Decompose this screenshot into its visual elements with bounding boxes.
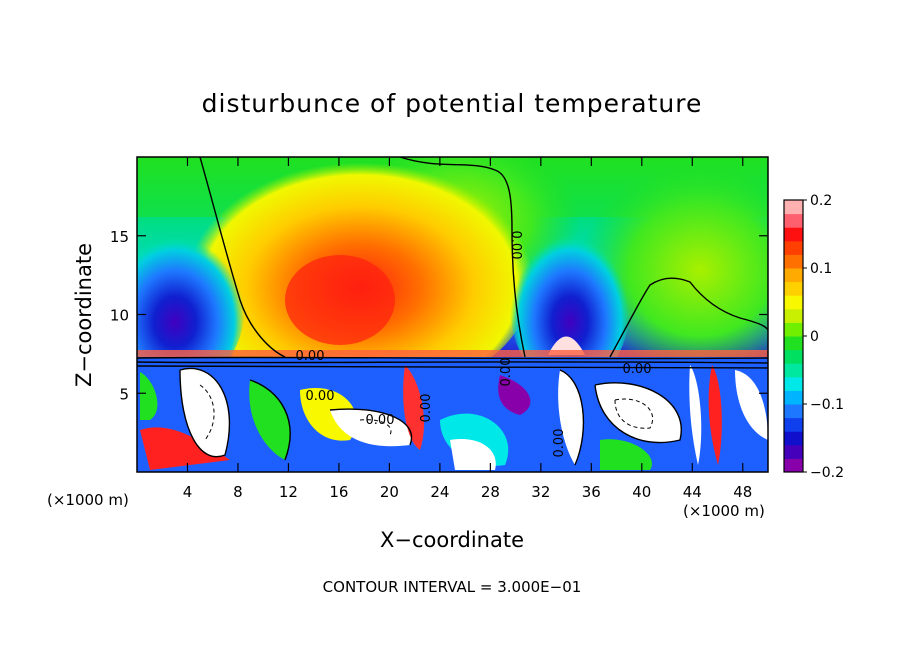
y-tick-label: 5 xyxy=(119,385,129,403)
cold-anomaly-left xyxy=(137,220,245,390)
patch-red-3 xyxy=(708,365,722,465)
y-axis-label: Z−coordinate xyxy=(72,243,96,387)
colorbar-segment xyxy=(784,363,803,378)
zero-contour-left xyxy=(199,157,286,358)
x-tick-label: 12 xyxy=(279,483,298,501)
x-axis: 4 8 12 16 20 24 28 32 36 40 44 48 xyxy=(183,157,752,501)
colorbar-segment xyxy=(784,281,803,296)
colorbar-segment xyxy=(784,227,803,242)
colorbar-segment xyxy=(784,213,803,228)
colorbar-segment xyxy=(784,349,803,364)
colorbar-segment xyxy=(784,240,803,255)
plot-area: 0.00 0.00 0.00 0.00 0.00 0.00 0.00 0.00 xyxy=(137,157,768,472)
patch-green xyxy=(249,380,291,460)
patch-white xyxy=(180,368,230,457)
x-tick-label: 4 xyxy=(183,483,193,501)
lower-contour-2 xyxy=(594,382,682,444)
colorbar-segment xyxy=(784,336,803,351)
colorbar-segment xyxy=(784,444,803,459)
lower-contour-5 xyxy=(559,369,585,466)
patch-white-2 xyxy=(330,409,412,447)
lower-contour-4 xyxy=(329,408,413,446)
colorbar-segment xyxy=(784,200,803,215)
zero-contour-right xyxy=(609,277,768,358)
x-tick-label: 20 xyxy=(380,483,399,501)
contour-dashed-lines xyxy=(199,384,653,441)
patch-white-5 xyxy=(595,382,682,443)
contour-interval-note: CONTOUR INTERVAL = 3.000E−01 xyxy=(323,578,582,596)
colorbar-segment xyxy=(784,390,803,405)
x-axis-label: X−coordinate xyxy=(380,528,524,552)
colorbar-segment xyxy=(784,322,803,337)
patch-white-6 xyxy=(689,365,702,465)
colorbar-segment xyxy=(784,431,803,446)
x-tick-label: 40 xyxy=(632,483,651,501)
x-tick-label: 36 xyxy=(582,483,601,501)
y-axis: 5 10 15 xyxy=(110,228,768,403)
x-tick-label: 16 xyxy=(329,483,348,501)
colorbar-segment xyxy=(784,458,803,473)
lower-contour-1 xyxy=(179,367,231,458)
y-tick-label: 15 xyxy=(110,228,129,246)
x-unit-right: (×1000 m) xyxy=(683,502,765,520)
colorbar-segment xyxy=(784,376,803,391)
contour-label: 0.00 xyxy=(508,231,523,260)
dashed-contour-1 xyxy=(199,384,215,441)
patch-green-3 xyxy=(140,372,158,420)
patch-white-7 xyxy=(735,370,768,440)
x-tick-label: 32 xyxy=(531,483,550,501)
dashed-contour-3 xyxy=(359,419,392,436)
x-unit-left: (×1000 m) xyxy=(47,491,129,509)
colorbar: 0.2 0.1 0 −0.1 −0.2 xyxy=(783,193,844,481)
contour-label: 0.00 xyxy=(306,389,335,404)
patch-green-2 xyxy=(600,439,652,470)
contour-label: 0.00 xyxy=(499,358,514,387)
colorbar-segment xyxy=(784,254,803,269)
colorbar-segment xyxy=(784,268,803,283)
contour-label-group: 0.00 0.00 0.00 0.00 0.00 0.00 0.00 0.00 xyxy=(296,231,652,458)
colorbar-segment xyxy=(784,417,803,432)
lower-layer-patches xyxy=(140,365,768,470)
patch-white-3 xyxy=(450,439,496,470)
zero-contour-center xyxy=(399,157,526,358)
contour-label: 0.00 xyxy=(296,349,325,364)
colorbar-segment xyxy=(784,295,803,310)
colorbar-tick-label: 0 xyxy=(810,329,819,345)
colorbar-segment xyxy=(784,308,803,323)
contour-label: 0.00 xyxy=(366,413,395,428)
x-tick-label: 8 xyxy=(233,483,243,501)
patch-red xyxy=(140,427,230,470)
colorbar-tick-label: −0.2 xyxy=(810,465,844,481)
x-tick-label: 44 xyxy=(683,483,702,501)
colorbar-tick-label: −0.1 xyxy=(810,397,844,413)
patch-purple xyxy=(498,375,531,415)
lower-contour-3 xyxy=(249,379,291,461)
x-tick-label: 48 xyxy=(733,483,752,501)
contour-label: 0.00 xyxy=(623,362,652,377)
x-tick-label: 28 xyxy=(481,483,500,501)
colorbar-tick-label: 0.2 xyxy=(810,193,832,209)
contour-lines xyxy=(137,157,768,466)
warm-core xyxy=(285,255,395,345)
chart-title: disturbunce of potential temperature xyxy=(202,89,703,118)
x-tick-label: 24 xyxy=(430,483,449,501)
colorbar-segment xyxy=(784,404,803,419)
colorbar-tick-label: 0.1 xyxy=(810,261,832,277)
dashed-contour-2 xyxy=(614,398,653,429)
contour-label: 0.00 xyxy=(552,429,567,458)
contour-label: 0.00 xyxy=(419,394,434,423)
inversion-contours xyxy=(137,356,768,369)
patch-white-4 xyxy=(558,370,584,465)
cold-anomaly-right xyxy=(510,220,630,390)
inversion-band xyxy=(137,350,768,358)
y-tick-label: 10 xyxy=(110,307,129,325)
